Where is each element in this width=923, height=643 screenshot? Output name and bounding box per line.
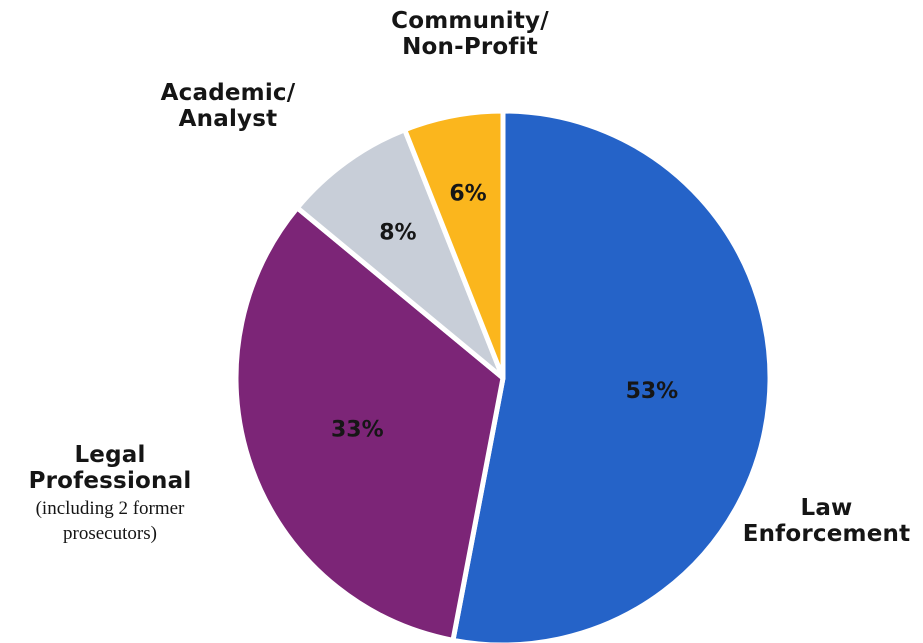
academic-analyst-label: Academic/ Analyst <box>118 80 338 132</box>
slice-value-labels: 53% 33% 8% 6% <box>331 181 678 442</box>
legal-professional-label-line-2: Professional <box>28 467 192 494</box>
law-enforcement-label-line-2: Enforcement <box>742 520 911 547</box>
community-nonprofit-label-line-2: Non-Profit <box>402 33 538 60</box>
pie-slice-legal-professional <box>233 205 506 643</box>
legal-professional-note: (including 2 former prosecutors) <box>35 497 185 545</box>
slice-value-label-law-enforcement: 53% <box>626 379 679 404</box>
slice-value-label-community-non-profit: 6% <box>449 181 486 206</box>
community-nonprofit-label: Community/ Non-Profit <box>360 8 580 60</box>
pie-slice-academic-analyst <box>294 127 506 381</box>
legal-professional-label: Legal Professional (including 2 former p… <box>0 442 220 546</box>
academic-analyst-label-line-1: Academic/ <box>160 80 296 106</box>
law-enforcement-label: Law Enforcement <box>730 495 923 547</box>
community-nonprofit-label-line-1: Community/ <box>391 8 549 34</box>
pie-slice-community-non-profit <box>402 108 506 381</box>
slice-value-label-academic-analyst: 8% <box>379 220 416 245</box>
pie-slice-law-enforcement <box>450 108 773 643</box>
pie-slices <box>233 108 773 643</box>
slice-value-label-legal-professional: 33% <box>331 418 384 443</box>
academic-analyst-label-line-2: Analyst <box>178 105 278 132</box>
legal-professional-label-line-1: Legal <box>74 442 146 468</box>
law-enforcement-label-line-1: Law <box>800 495 853 521</box>
